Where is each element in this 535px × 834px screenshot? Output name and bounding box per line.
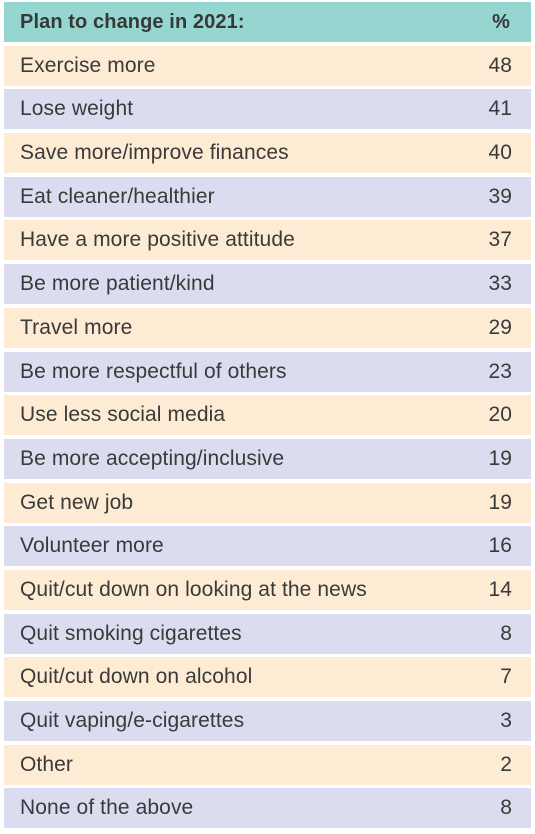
header-label: Plan to change in 2021: — [20, 10, 245, 33]
table-row: Volunteer more 16 — [4, 526, 531, 567]
table-row: Quit vaping/e-cigarettes 3 — [4, 701, 531, 741]
header-unit: % — [492, 10, 510, 33]
row-label: Lose weight — [20, 97, 134, 121]
results-table: Plan to change in 2021: % Exercise more 4… — [4, 2, 531, 832]
row-label: Quit/cut down on looking at the news — [20, 577, 367, 601]
table-row: Have a more positive attitude 37 — [4, 220, 531, 261]
row-value: 29 — [488, 315, 512, 339]
row-value: 40 — [488, 141, 512, 165]
row-label: Volunteer more — [20, 534, 164, 558]
table-row: Exercise more 48 — [4, 45, 531, 86]
row-value: 23 — [488, 359, 512, 383]
table-row: Lose weight 41 — [4, 89, 531, 130]
table-header: Plan to change in 2021: % — [4, 2, 531, 42]
row-value: 37 — [488, 228, 512, 252]
row-value: 2 — [500, 752, 512, 776]
row-value: 7 — [500, 665, 512, 689]
row-label: Use less social media — [20, 403, 226, 427]
table-row: Quit/cut down on alcohol 7 — [4, 657, 531, 698]
row-label: None of the above — [20, 796, 194, 820]
table-row: Other 2 — [4, 744, 531, 785]
row-label: Be more patient/kind — [20, 272, 215, 296]
row-value: 19 — [488, 490, 512, 514]
table-row: None of the above 8 — [4, 788, 531, 829]
row-value: 48 — [488, 53, 512, 77]
row-label: Quit vaping/e-cigarettes — [20, 709, 245, 732]
row-label: Have a more positive attitude — [20, 228, 295, 252]
table-row: Quit/cut down on looking at the news 14 — [4, 569, 531, 610]
row-label: Travel more — [20, 315, 133, 339]
row-value: 8 — [500, 621, 512, 645]
row-label: Be more respectful of others — [20, 359, 287, 383]
row-value: 3 — [500, 709, 512, 732]
table-body: Exercise more 48 Lose weight 41 Save more/im… — [4, 45, 531, 829]
row-value: 16 — [488, 534, 512, 558]
row-label: Other — [20, 752, 74, 776]
row-value: 8 — [500, 796, 512, 820]
row-label: Get new job — [20, 490, 134, 514]
row-value: 20 — [488, 403, 512, 427]
table-row: Be more respectful of others 23 — [4, 351, 531, 392]
row-label: Quit/cut down on alcohol — [20, 665, 253, 689]
table-row: Travel more 29 — [4, 307, 531, 348]
row-label: Exercise more — [20, 53, 156, 77]
row-label: Be more accepting/inclusive — [20, 446, 285, 470]
row-label: Eat cleaner/healthier — [20, 184, 215, 208]
row-value: 33 — [488, 272, 512, 296]
table-row: Eat cleaner/healthier 39 — [4, 176, 531, 217]
row-value: 39 — [488, 184, 512, 208]
row-value: 19 — [488, 446, 512, 470]
row-value: 14 — [488, 577, 512, 601]
row-label: Save more/improve finances — [20, 141, 289, 165]
table-row: Save more/improve finances 40 — [4, 133, 531, 174]
table-row: Use less social media 20 — [4, 395, 531, 436]
row-label: Quit smoking cigarettes — [20, 621, 242, 645]
table-row: Be more patient/kind 33 — [4, 264, 531, 305]
row-value: 41 — [488, 97, 512, 121]
table-row: Be more accepting/inclusive 19 — [4, 438, 531, 479]
table-row: Quit smoking cigarettes 8 — [4, 613, 531, 654]
table-row: Get new job 19 — [4, 482, 531, 523]
